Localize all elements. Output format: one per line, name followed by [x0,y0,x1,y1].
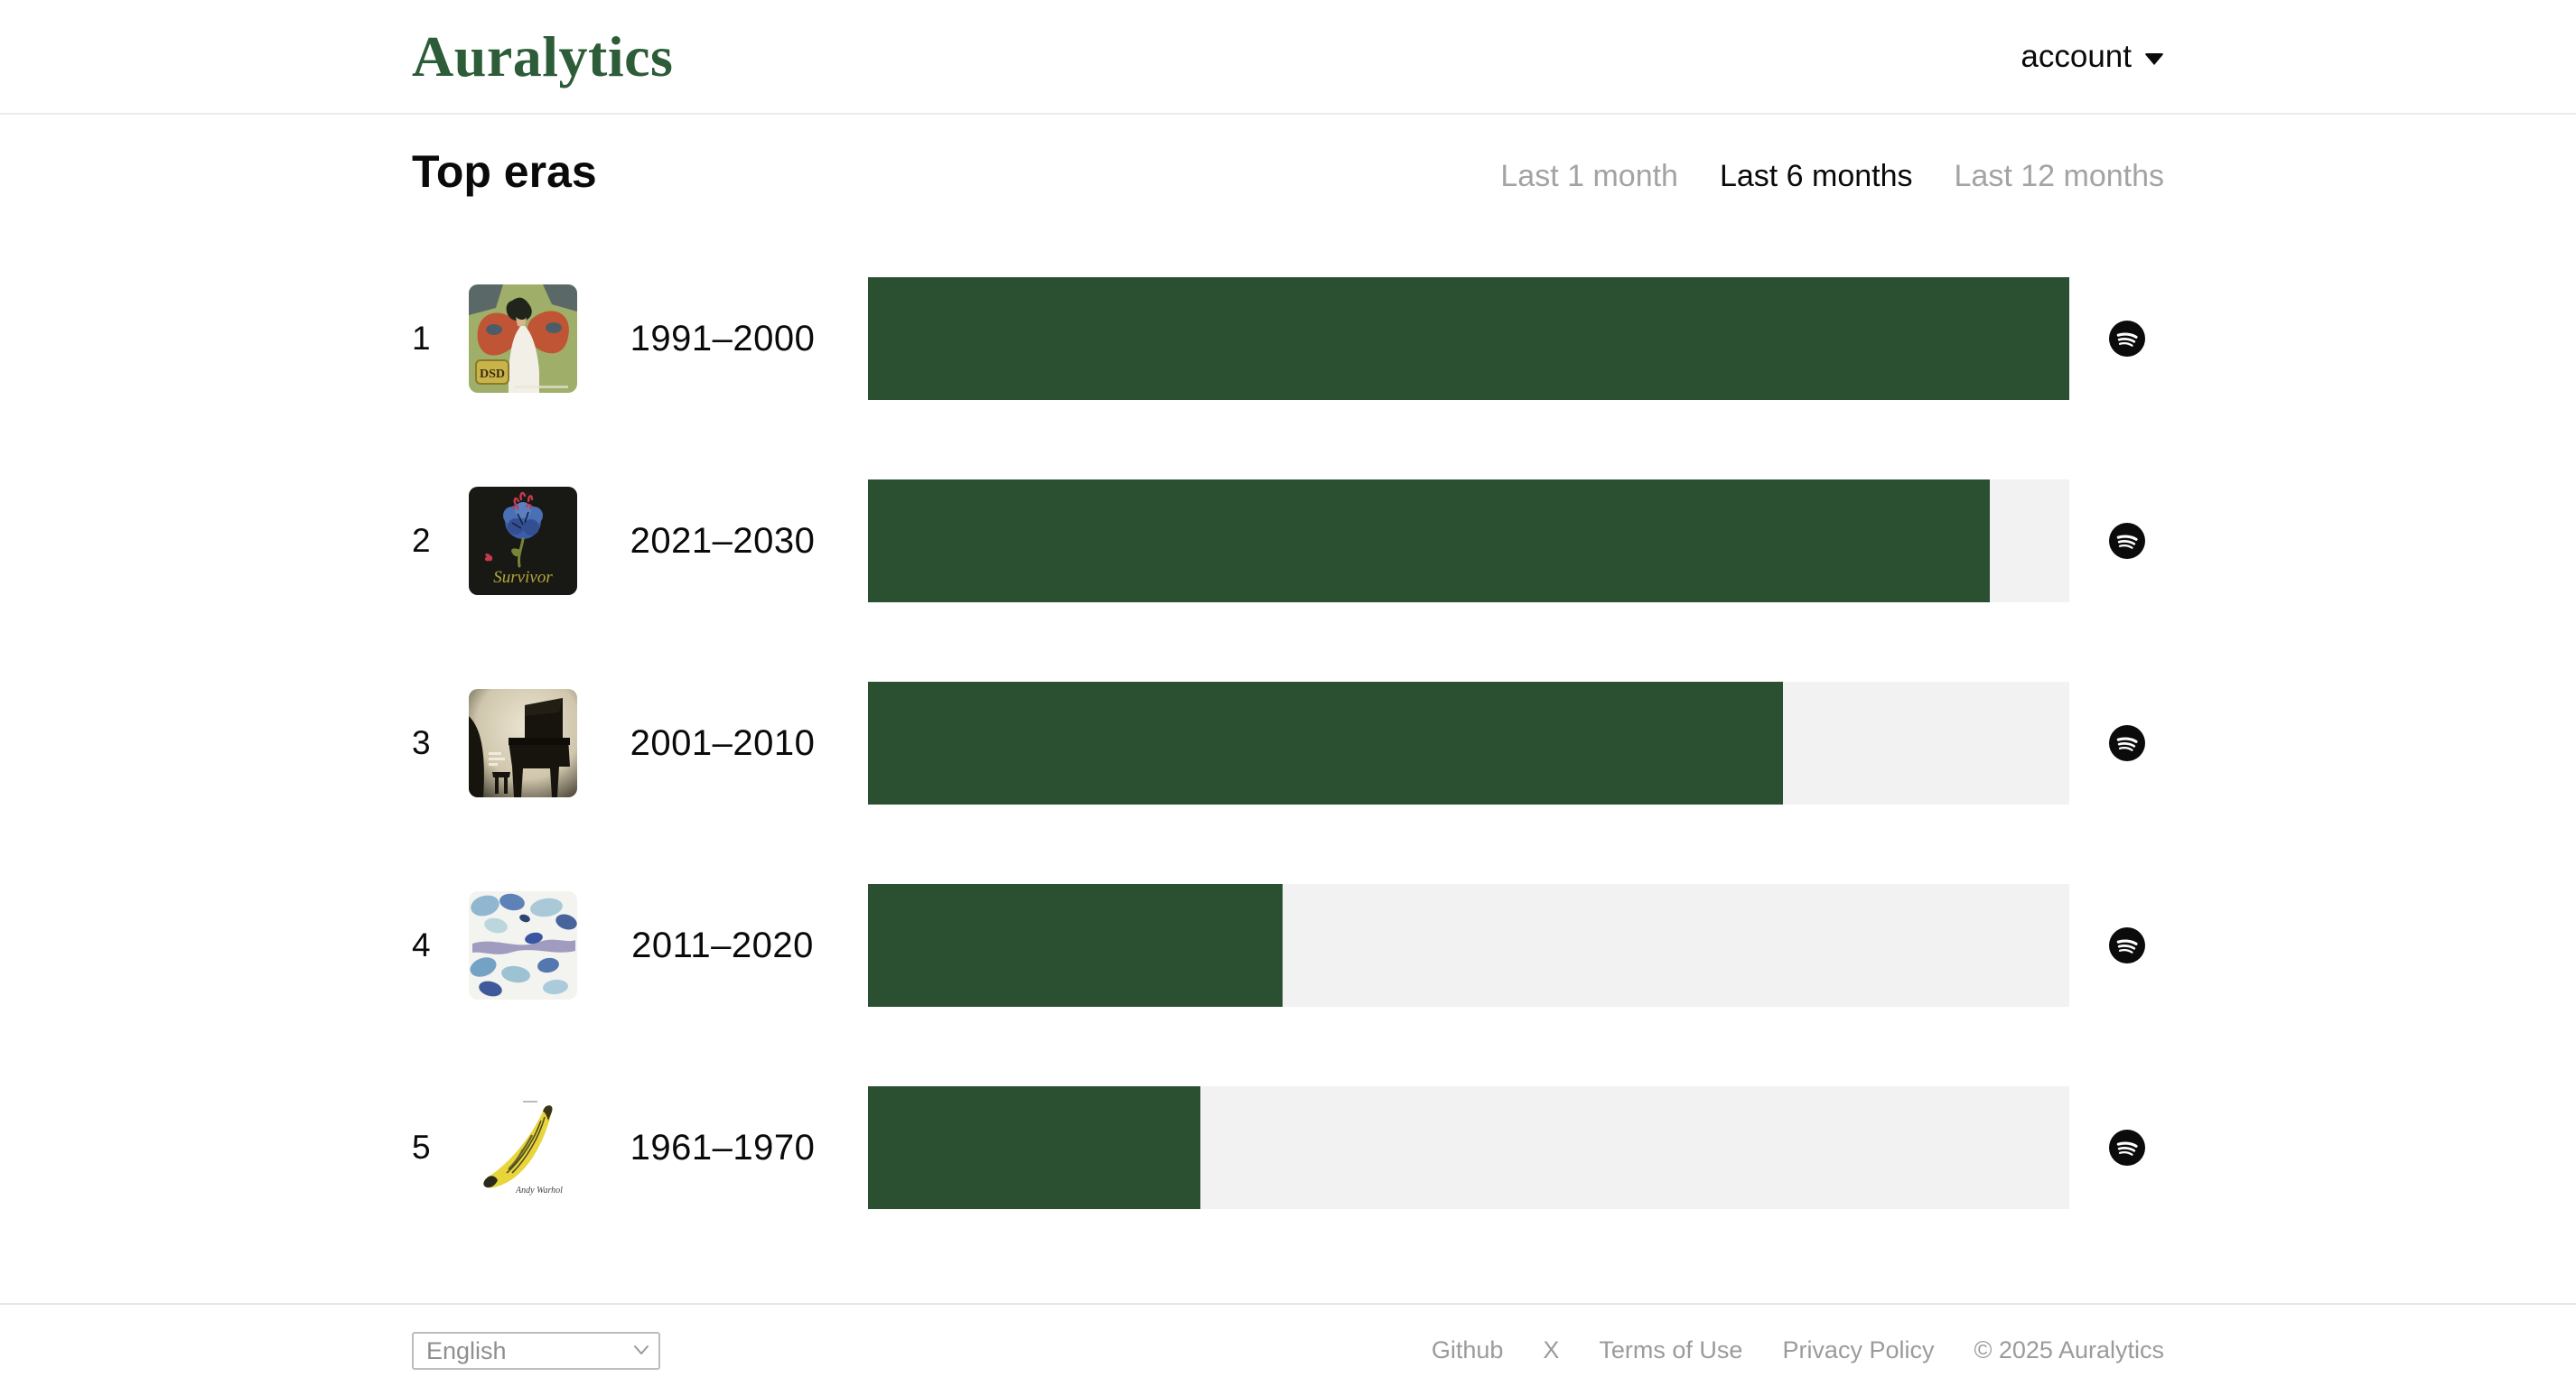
album-art-survivor-label: Survivor [493,568,553,587]
copyright-text: © 2025 Auralytics [1974,1336,2164,1363]
bar-track [868,277,2069,400]
tab-last-6-months[interactable]: Last 6 months [1719,159,1913,193]
rank-label: 5 [412,1129,431,1166]
bar-track [868,479,2069,602]
era-label: 2021–2030 [630,520,816,561]
album-art-1961-1970: Andy Warhol [469,1094,577,1202]
spotify-icon[interactable] [2109,1130,2145,1166]
language-select[interactable]: English [412,1331,660,1370]
era-row-3: 3 [412,682,2164,805]
era-label: 1961–1970 [630,1127,816,1168]
tab-last-12-months[interactable]: Last 12 months [1954,159,2164,193]
bar-fill [868,682,1784,805]
era-row-4: 4 2011–2 [412,884,2164,1007]
era-row-1: 1 DSD 1991–2000 [412,277,2164,400]
spotify-icon[interactable] [2109,321,2145,357]
caret-down-icon [2144,53,2164,65]
footer-link-privacy[interactable]: Privacy Policy [1782,1336,1935,1363]
era-label: 2001–2010 [630,722,816,763]
album-art-2001-2010 [469,689,577,797]
album-art-2011-2020 [469,891,577,1000]
era-row-2: 2 Survivor [412,479,2164,602]
time-range-tabs: Last 1 month Last 6 months Last 12 month… [1500,159,2164,194]
footer-link-terms[interactable]: Terms of Use [1599,1336,1743,1363]
rank-label: 1 [412,320,431,357]
album-art-blue-rose-image: Survivor [469,487,577,595]
album-art-butterfly-figure-image: DSD [469,284,577,393]
rank-label: 3 [412,724,431,761]
album-art-2021-2030: Survivor [469,487,577,595]
bar-track [868,884,2069,1007]
bar-fill [868,1086,1201,1209]
footer-link-x[interactable]: X [1543,1336,1560,1363]
album-art-warhol-banana-image: Andy Warhol [469,1094,577,1202]
account-menu[interactable]: account [2021,39,2164,75]
album-art-blue-abstract-image [469,891,577,1000]
era-row-5: 5 Andy Warhol 1961–1970 [412,1086,2164,1209]
rank-label: 2 [412,522,431,559]
footer-link-github[interactable]: Github [1431,1336,1504,1363]
page-title: Top eras [412,146,597,197]
bar-fill [868,479,1991,602]
album-art-1991-2000: DSD [469,284,577,393]
top-eras-list: 1 DSD 1991–2000 [412,277,2164,1209]
footer: English Github X Terms of Use Privacy Po… [0,1303,2576,1396]
header: Auralytics account [0,0,2576,115]
spotify-icon[interactable] [2109,523,2145,559]
era-label: 2011–2020 [631,925,814,965]
bar-fill [868,884,1283,1007]
account-label: account [2021,38,2132,74]
album-art-warhol-signature: Andy Warhol [515,1186,563,1196]
spotify-icon[interactable] [2109,927,2145,963]
rank-label: 4 [412,926,431,963]
bar-track [868,1086,2069,1209]
spotify-icon[interactable] [2109,725,2145,761]
album-art-piano-silhouette-image [469,689,577,797]
footer-links: Github X Terms of Use Privacy Policy © 2… [1432,1336,2164,1364]
bar-track [868,682,2069,805]
main-content: Top eras Last 1 month Last 6 months Last… [412,115,2164,1209]
bar-fill [868,277,2069,400]
era-label: 1991–2000 [630,318,816,358]
tab-last-1-month[interactable]: Last 1 month [1500,159,1678,193]
album-art-dsd-label: DSD [480,368,505,381]
app-logo[interactable]: Auralytics [412,23,674,88]
